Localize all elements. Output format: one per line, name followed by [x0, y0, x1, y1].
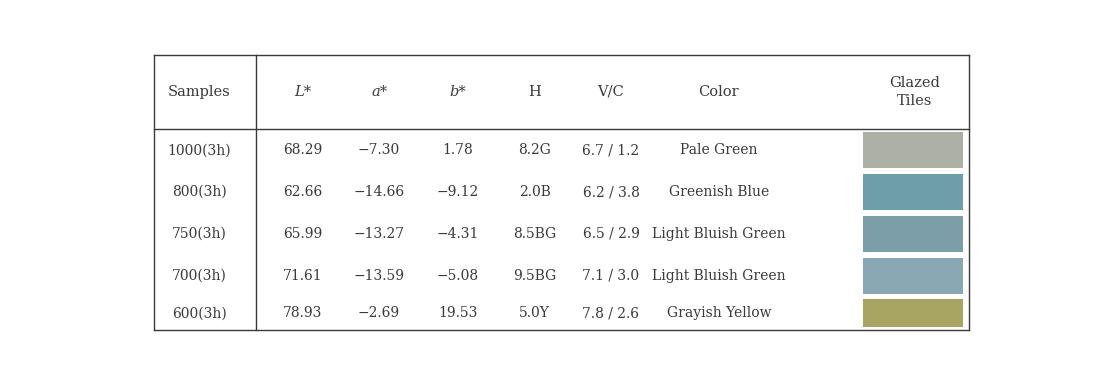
Text: 68.29: 68.29 — [283, 143, 322, 157]
Text: −14.66: −14.66 — [354, 185, 404, 199]
Text: −13.59: −13.59 — [354, 269, 404, 283]
Text: Grayish Yellow: Grayish Yellow — [666, 306, 772, 320]
Text: 65.99: 65.99 — [283, 227, 322, 241]
Text: Pale Green: Pale Green — [681, 143, 757, 157]
Text: 1.78: 1.78 — [443, 143, 473, 157]
Text: Samples: Samples — [168, 85, 230, 99]
Text: 19.53: 19.53 — [438, 306, 478, 320]
Text: Greenish Blue: Greenish Blue — [669, 185, 769, 199]
Text: −4.31: −4.31 — [437, 227, 479, 241]
Bar — [864, 258, 962, 294]
Text: 71.61: 71.61 — [283, 269, 322, 283]
Bar — [864, 216, 962, 252]
Text: 800(3h): 800(3h) — [172, 185, 227, 199]
Bar — [864, 299, 962, 327]
Text: 600(3h): 600(3h) — [172, 306, 227, 320]
Text: 6.7 / 1.2: 6.7 / 1.2 — [582, 143, 640, 157]
Text: b*: b* — [449, 85, 467, 99]
Text: Light Bluish Green: Light Bluish Green — [652, 227, 786, 241]
Text: −5.08: −5.08 — [437, 269, 479, 283]
Text: V/C: V/C — [597, 85, 625, 99]
Text: 6.2 / 3.8: 6.2 / 3.8 — [583, 185, 639, 199]
Text: L*: L* — [294, 85, 311, 99]
Text: 750(3h): 750(3h) — [172, 227, 227, 241]
Text: 8.5BG: 8.5BG — [513, 227, 556, 241]
Text: 62.66: 62.66 — [283, 185, 322, 199]
Text: 1000(3h): 1000(3h) — [168, 143, 231, 157]
Text: −9.12: −9.12 — [437, 185, 479, 199]
Text: 6.5 / 2.9: 6.5 / 2.9 — [583, 227, 639, 241]
Text: 78.93: 78.93 — [283, 306, 322, 320]
Bar — [864, 132, 962, 168]
Text: 2.0B: 2.0B — [518, 185, 550, 199]
Text: 700(3h): 700(3h) — [172, 269, 227, 283]
Text: Glazed
Tiles: Glazed Tiles — [889, 76, 939, 107]
Text: −13.27: −13.27 — [354, 227, 404, 241]
Bar — [864, 174, 962, 210]
Text: 5.0Y: 5.0Y — [520, 306, 550, 320]
Text: 7.8 / 2.6: 7.8 / 2.6 — [582, 306, 639, 320]
Text: −7.30: −7.30 — [358, 143, 400, 157]
Text: Light Bluish Green: Light Bluish Green — [652, 269, 786, 283]
Text: a*: a* — [372, 85, 387, 99]
Text: H: H — [528, 85, 541, 99]
Text: −2.69: −2.69 — [358, 306, 400, 320]
Text: 9.5BG: 9.5BG — [513, 269, 556, 283]
Text: Color: Color — [698, 85, 739, 99]
Text: 7.1 / 3.0: 7.1 / 3.0 — [582, 269, 640, 283]
Text: 8.2G: 8.2G — [518, 143, 551, 157]
